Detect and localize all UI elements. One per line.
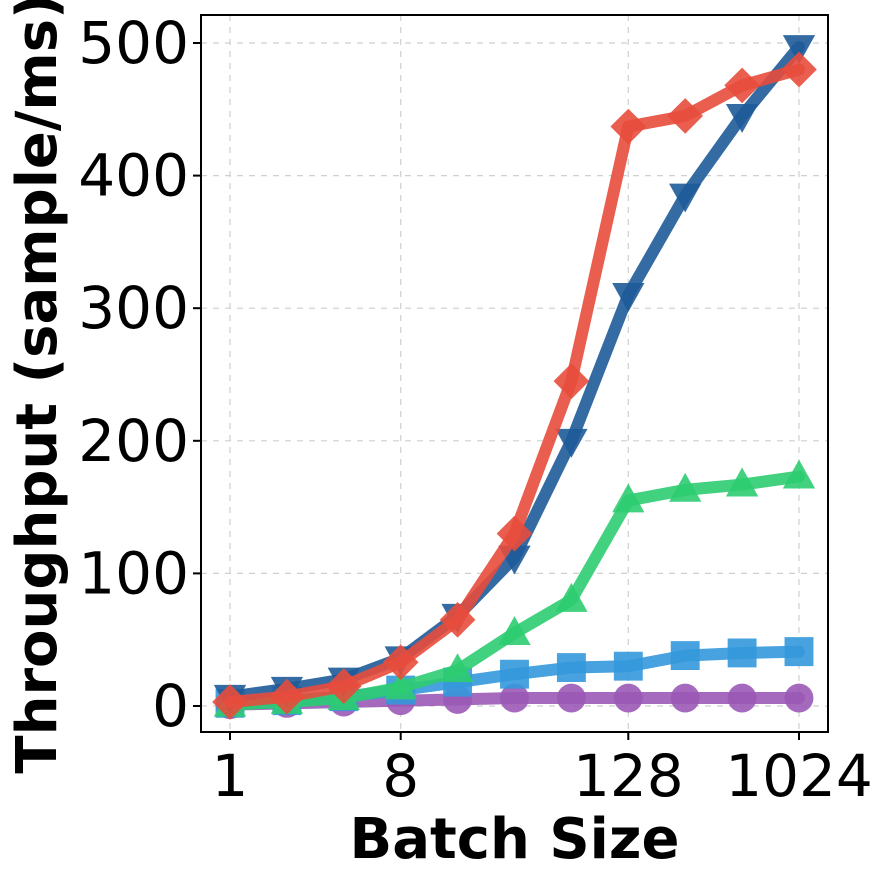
y-axis-label: Throughput (sample/ms)	[5, 0, 70, 774]
series-triangle-up	[213, 459, 816, 717]
data-point	[500, 659, 529, 689]
y-tick-label: 400	[78, 142, 189, 210]
x-tick-label: 1	[212, 742, 249, 810]
data-point	[667, 98, 704, 134]
data-point	[669, 472, 702, 502]
data-point	[212, 684, 248, 720]
y-tick-label: 200	[78, 407, 189, 475]
ticks: 1 8 128 1024 0 100 200 300 400 500	[78, 9, 873, 810]
x-tick-label: 128	[573, 742, 684, 810]
data-point	[725, 467, 759, 497]
data-point	[724, 67, 760, 104]
data-point	[727, 683, 757, 713]
data-point	[781, 51, 817, 88]
data-point	[384, 670, 417, 700]
data-point	[553, 363, 590, 399]
data-point	[556, 653, 586, 682]
data-point	[441, 653, 474, 683]
data-point	[500, 683, 529, 713]
series-triangle-down	[213, 35, 816, 714]
data-point	[784, 637, 814, 667]
data-point	[496, 515, 533, 552]
data-point	[610, 108, 647, 145]
data-point	[612, 483, 645, 513]
x-tick-label: 8	[382, 742, 419, 810]
y-tick-label: 100	[78, 539, 189, 607]
data-point	[556, 683, 586, 713]
y-tick-label: 500	[78, 9, 189, 77]
data-point	[613, 651, 643, 681]
data-point	[325, 668, 362, 704]
data-point	[784, 683, 814, 713]
data-point	[669, 183, 702, 213]
data-point	[269, 678, 305, 715]
data-point	[725, 104, 759, 133]
series-diamond	[212, 51, 817, 720]
data-point	[613, 683, 643, 713]
data-point	[439, 601, 476, 638]
data-point	[782, 35, 816, 64]
data-point	[555, 428, 588, 458]
x-tick-label: 1024	[725, 742, 873, 810]
plot-frame	[200, 14, 829, 733]
data-point	[727, 638, 757, 668]
data-point	[382, 644, 419, 681]
x-axis-label: Batch Size	[350, 807, 680, 872]
data-point	[612, 283, 645, 312]
data-point	[670, 641, 700, 671]
data-point	[498, 616, 531, 645]
data-point	[555, 582, 588, 612]
series-group	[212, 35, 817, 720]
y-tick-label: 0	[152, 672, 189, 740]
data-point	[782, 459, 816, 489]
data-point	[670, 683, 700, 713]
y-tick-label: 300	[78, 274, 189, 342]
series-line	[224, 40, 805, 703]
